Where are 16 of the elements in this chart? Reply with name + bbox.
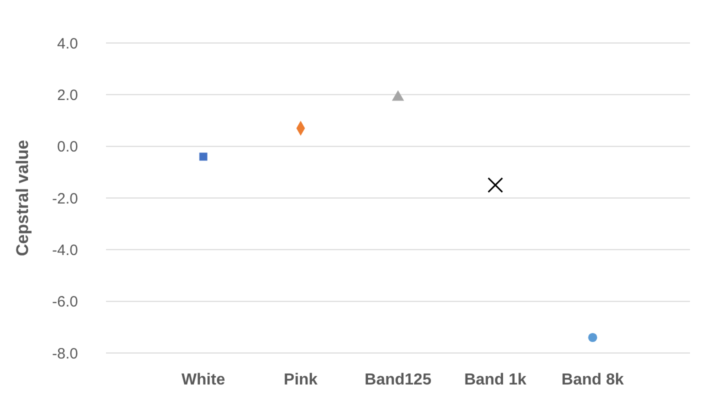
y-axis-title: Cepstral value bbox=[13, 140, 32, 256]
x-tick-label: Pink bbox=[284, 371, 318, 388]
point bbox=[199, 152, 208, 161]
y-tick-label: -2.0 bbox=[52, 190, 78, 208]
y-tick-label: -8.0 bbox=[52, 345, 78, 362]
y-tick-label: -4.0 bbox=[52, 242, 78, 259]
x-tick-label: Band 1k bbox=[464, 371, 527, 388]
y-tick-label: -6.0 bbox=[52, 294, 78, 311]
point bbox=[588, 332, 598, 342]
y-tick-label: 4.0 bbox=[57, 35, 78, 52]
y-tick-label: 2.0 bbox=[57, 86, 78, 104]
x-tick-label: Band125 bbox=[364, 371, 432, 388]
point bbox=[488, 177, 504, 193]
x-tick-label: Band 8k bbox=[562, 371, 624, 388]
y-tick-label: 0.0 bbox=[57, 138, 78, 156]
x-tick-label: White bbox=[182, 371, 226, 388]
